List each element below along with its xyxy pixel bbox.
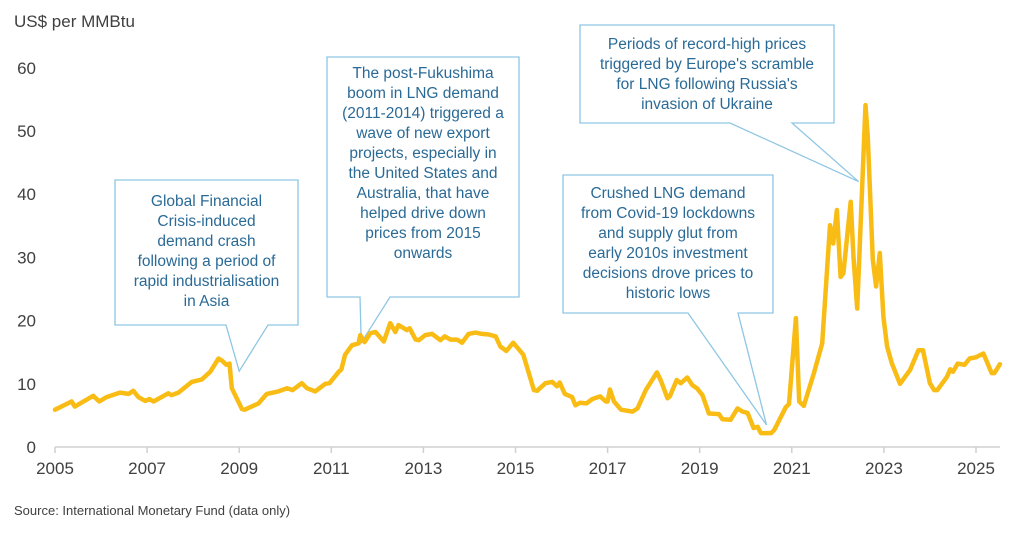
y-tick-label: 20 [17, 312, 36, 331]
y-tick-label: 0 [27, 438, 36, 457]
y-tick-label: 30 [17, 248, 36, 267]
x-tick-label: 2015 [497, 459, 535, 478]
annotation-ukraine: Periods of record-high prices triggered b… [599, 36, 815, 113]
y-axis-label: US$ per MMBtu [14, 12, 135, 31]
x-tick-label: 2017 [589, 459, 627, 478]
x-tick-label: 2011 [313, 459, 350, 478]
callout-box [114, 179, 299, 373]
callout-box [579, 24, 860, 183]
x-tick-label: 2019 [681, 459, 719, 478]
x-tick-label: 2023 [865, 459, 903, 478]
annotation-fukushima: The post-Fukushima boom in LNG demand (201… [342, 65, 504, 262]
price-series-line [52, 102, 1003, 436]
callout-box [326, 56, 520, 345]
annotation-covid: Crushed LNG demand from Covid-19 lockdown… [580, 185, 755, 302]
y-tick-label: 60 [17, 59, 36, 78]
annotation-gfc: Global Financial Crisis-induced demand cra… [133, 193, 280, 310]
x-tick-label: 2021 [773, 459, 811, 478]
source-note: Source: International Monetary Fund (dat… [14, 503, 291, 518]
x-tick-label: 2025 [957, 459, 995, 478]
x-tick-label: 2013 [404, 459, 442, 478]
y-tick-label: 50 [17, 122, 36, 141]
x-tick-label: 2007 [128, 459, 166, 478]
y-tick-label: 40 [17, 185, 36, 204]
callout-box [562, 174, 774, 426]
x-tick-label: 2005 [36, 459, 74, 478]
y-tick-label: 10 [17, 375, 36, 394]
x-tick-label: 2009 [220, 459, 258, 478]
